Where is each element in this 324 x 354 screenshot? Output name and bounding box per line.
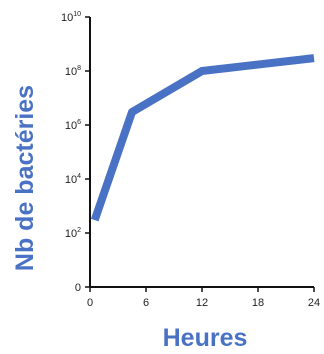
y-tick-base: 10 <box>65 174 77 186</box>
y-tick-base: 0 <box>75 282 81 294</box>
x-tick-label: 0 <box>87 297 93 309</box>
y-tick-base: 10 <box>65 228 77 240</box>
y-tick-label: 108 <box>65 65 81 78</box>
y-tick-exponent: 6 <box>77 119 81 126</box>
y-tick-label: 102 <box>65 227 81 240</box>
y-tick-exponent: 2 <box>77 227 81 234</box>
y-tick-label: 106 <box>65 119 81 132</box>
series-line <box>90 54 315 222</box>
y-tick-base: 10 <box>61 12 73 24</box>
series-layer <box>90 54 315 222</box>
x-tick-label: 18 <box>252 297 264 309</box>
y-tick-exponent: 10 <box>73 11 81 18</box>
x-tick-label: 12 <box>196 297 208 309</box>
y-tick-exponent: 8 <box>77 65 81 72</box>
y-tick-label: 1010 <box>61 11 81 24</box>
y-axis-title: Nb de bactéries <box>11 85 39 271</box>
x-tick-label: 6 <box>143 297 149 309</box>
y-tick-base: 10 <box>65 66 77 78</box>
y-tick-base: 10 <box>65 120 77 132</box>
y-tick-exponent: 4 <box>77 173 81 180</box>
y-tick-label: 0 <box>75 282 81 294</box>
x-axis-title: Heures <box>163 324 248 352</box>
y-tick-label: 104 <box>65 173 81 186</box>
x-tick-label: 24 <box>308 297 320 309</box>
axes <box>85 16 315 292</box>
